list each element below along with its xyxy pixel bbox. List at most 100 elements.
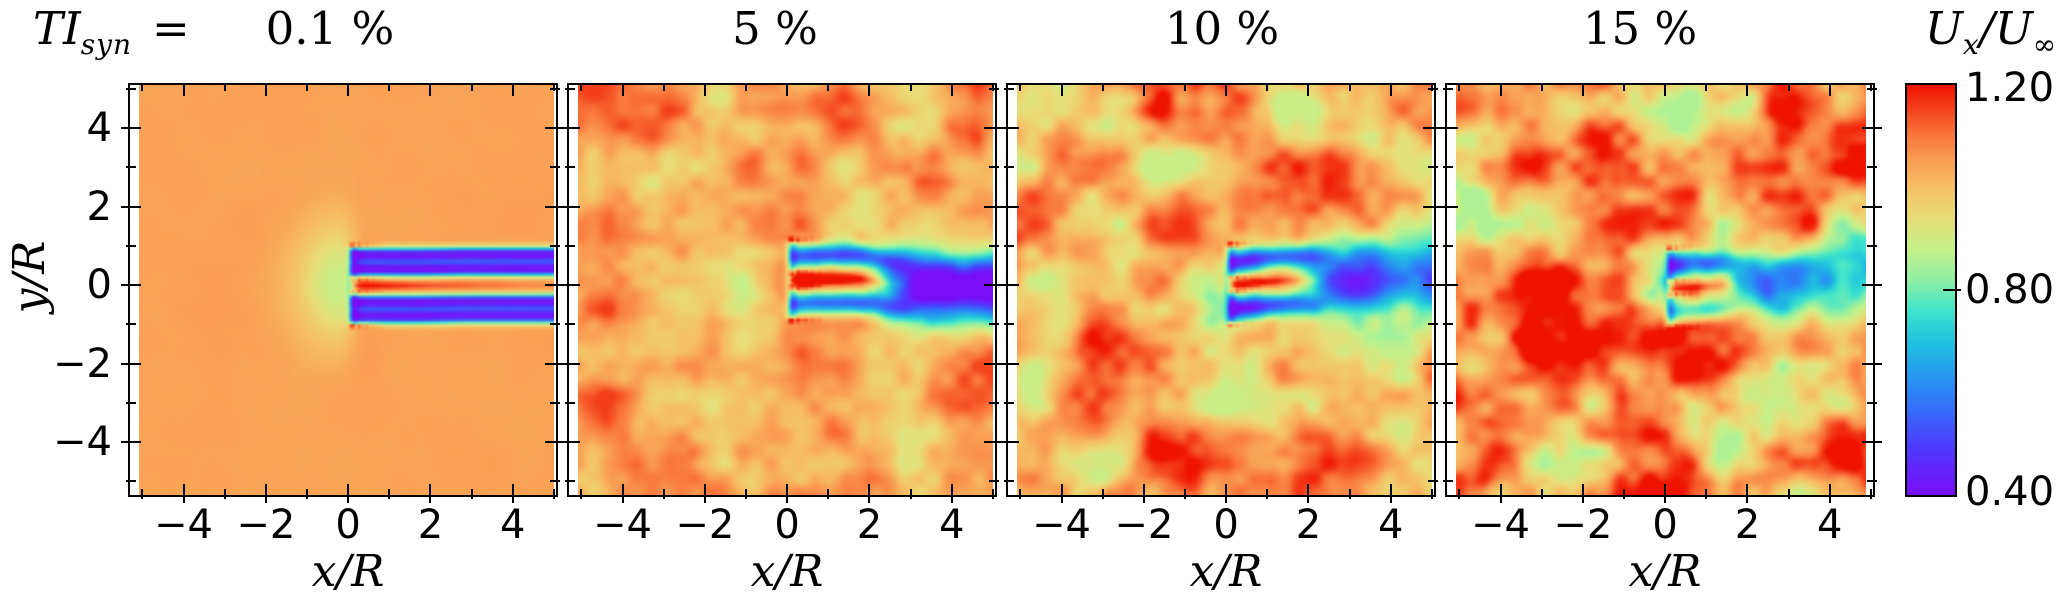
y-major-tick-right <box>1423 441 1443 444</box>
y-tick-label: 4 <box>86 105 112 152</box>
x-tick-label: 4 <box>1817 502 1843 548</box>
y-minor-tick-right <box>1428 323 1438 326</box>
ti-syn-equation-label: TIsyn = <box>33 2 190 60</box>
panel-title-0: 0.1 % <box>265 2 395 55</box>
x-minor-tick-top <box>909 85 912 91</box>
x-major-tick-top <box>1060 85 1063 96</box>
colorbar-title: Ux/U∞ <box>1925 4 2057 60</box>
x-tick-label: −2 <box>1553 502 1613 548</box>
y-major-tick-right <box>545 362 565 365</box>
x-minor-tick-top <box>1622 85 1625 91</box>
x-major-tick <box>786 484 789 503</box>
x-major-tick-top <box>1499 85 1502 96</box>
x-minor-tick <box>1183 489 1186 499</box>
x-tick-label: 2 <box>1295 502 1322 548</box>
x-minor-tick <box>1101 489 1104 499</box>
x-minor-tick-top <box>1458 85 1461 91</box>
y-minor-tick <box>565 166 575 169</box>
x-minor-tick <box>991 489 994 499</box>
ti-subscript: syn <box>80 28 133 61</box>
y-minor-tick <box>565 244 575 247</box>
y-minor-tick-right <box>989 480 999 483</box>
x-minor-tick <box>1430 489 1433 499</box>
y-minor-tick <box>1443 323 1453 326</box>
x-tick-label: −2 <box>236 502 296 548</box>
x-major-tick <box>868 484 871 503</box>
x-minor-tick <box>305 489 308 499</box>
y-minor-tick <box>1004 480 1014 483</box>
y-major-tick <box>560 127 580 130</box>
x-major-tick <box>182 484 185 503</box>
y-major-tick <box>560 205 580 208</box>
y-major-tick <box>560 362 580 365</box>
x-minor-tick-top <box>744 85 747 91</box>
ti-main: TI <box>33 2 81 55</box>
y-major-tick-right <box>545 284 565 287</box>
x-minor-tick <box>1705 489 1708 499</box>
y-minor-tick-right <box>550 87 560 90</box>
x-minor-tick-top <box>305 85 308 91</box>
x-minor-tick-top <box>223 85 226 91</box>
y-major-tick-right <box>1862 441 1882 444</box>
x-major-tick <box>1142 484 1145 503</box>
x-minor-tick <box>552 489 555 499</box>
x-major-tick-top <box>429 85 432 96</box>
x-minor-tick-top <box>662 85 665 91</box>
x-major-tick <box>1746 484 1749 503</box>
y-minor-tick <box>565 87 575 90</box>
y-minor-tick <box>1004 401 1014 404</box>
y-major-tick <box>999 205 1019 208</box>
y-major-tick <box>999 284 1019 287</box>
x-tick-label: −4 <box>154 502 213 548</box>
x-minor-tick-top <box>1101 85 1104 91</box>
x-major-tick-top <box>1828 85 1831 96</box>
y-minor-tick-right <box>989 166 999 169</box>
y-tick-label: 0 <box>86 262 112 309</box>
y-major-tick <box>1438 284 1458 287</box>
y-major-tick <box>121 127 141 130</box>
y-major-tick <box>999 127 1019 130</box>
x-major-tick <box>1389 484 1392 503</box>
x-tick-label: −4 <box>1471 502 1530 548</box>
y-minor-tick-right <box>550 480 560 483</box>
y-minor-tick-right <box>550 244 560 247</box>
y-major-tick-right <box>1423 284 1443 287</box>
y-major-tick-right <box>984 362 1004 365</box>
x-minor-tick-top <box>470 85 473 91</box>
cb-sub-x: x <box>1962 28 1980 61</box>
y-minor-tick <box>126 244 136 247</box>
x-major-tick-top <box>621 85 624 96</box>
x-major-tick <box>264 484 267 503</box>
x-minor-tick-top <box>1019 85 1022 91</box>
y-minor-tick-right <box>1867 166 1877 169</box>
x-tick-label: −2 <box>1114 502 1174 548</box>
y-major-tick <box>999 441 1019 444</box>
y-minor-tick <box>126 401 136 404</box>
x-tick-label: 4 <box>1378 502 1404 548</box>
y-major-tick-right <box>1862 362 1882 365</box>
y-major-tick <box>121 362 141 365</box>
x-minor-tick <box>909 489 912 499</box>
colorbar-tick-label-min: 0.40 <box>1965 469 2055 515</box>
x-tick-label: 2 <box>417 502 444 548</box>
y-minor-tick-right <box>550 323 560 326</box>
y-major-tick <box>560 284 580 287</box>
y-minor-tick-right <box>550 166 560 169</box>
x-minor-tick <box>1869 489 1872 499</box>
y-major-tick <box>1438 362 1458 365</box>
x-tick-label: 0 <box>1652 502 1678 548</box>
y-minor-tick-right <box>1428 87 1438 90</box>
x-major-tick-top <box>950 85 953 96</box>
x-axis-label-1: x/R <box>750 546 824 597</box>
x-major-tick <box>950 484 953 503</box>
x-tick-label: −4 <box>593 502 652 548</box>
y-minor-tick <box>1443 480 1453 483</box>
x-major-tick-top <box>1664 85 1667 96</box>
y-minor-tick <box>1004 87 1014 90</box>
y-tick-label: −4 <box>53 419 112 466</box>
y-major-tick <box>1438 441 1458 444</box>
x-major-tick-top <box>511 85 514 96</box>
x-tick-label: 0 <box>774 502 800 548</box>
y-minor-tick <box>1443 244 1453 247</box>
x-major-tick <box>1581 484 1584 503</box>
